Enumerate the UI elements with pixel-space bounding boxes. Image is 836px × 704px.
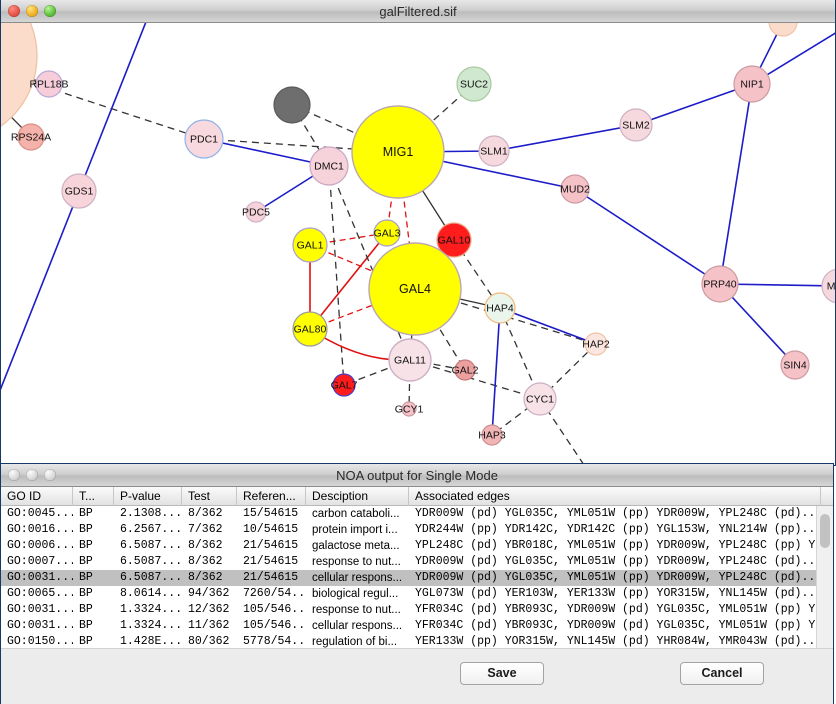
svg-text:MSI1: MSI1: [827, 280, 836, 292]
svg-text:RPS24A: RPS24A: [11, 131, 51, 143]
svg-text:PDC1: PDC1: [190, 133, 218, 145]
svg-text:GAL10: GAL10: [438, 234, 471, 246]
svg-text:GAL3: GAL3: [374, 227, 401, 239]
svg-text:DMC1: DMC1: [314, 160, 344, 172]
svg-text:SUC2: SUC2: [460, 78, 488, 90]
svg-text:NIP1: NIP1: [740, 78, 764, 90]
svg-text:RPL18B: RPL18B: [29, 78, 68, 90]
svg-text:GAL2: GAL2: [452, 364, 479, 376]
svg-text:SLM2: SLM2: [622, 119, 650, 131]
svg-text:HAP3: HAP3: [478, 429, 506, 441]
svg-text:CYC1: CYC1: [526, 393, 554, 405]
svg-text:GAL11: GAL11: [394, 354, 426, 366]
svg-text:PDC5: PDC5: [242, 206, 270, 218]
svg-text:GDS1: GDS1: [65, 185, 94, 197]
svg-text:HAP4: HAP4: [486, 302, 514, 314]
svg-text:PRP40: PRP40: [703, 278, 736, 290]
svg-text:GAL1: GAL1: [297, 239, 324, 251]
svg-text:MIG1: MIG1: [383, 145, 414, 159]
svg-text:HAP2: HAP2: [582, 338, 610, 350]
svg-text:GAL80: GAL80: [294, 323, 327, 335]
svg-text:SIN4: SIN4: [783, 359, 807, 371]
svg-text:GAL7: GAL7: [331, 379, 358, 391]
svg-text:GAL4: GAL4: [399, 282, 431, 296]
svg-text:MUD2: MUD2: [560, 183, 590, 195]
svg-text:SLM1: SLM1: [480, 145, 508, 157]
svg-text:GCY1: GCY1: [395, 403, 424, 415]
